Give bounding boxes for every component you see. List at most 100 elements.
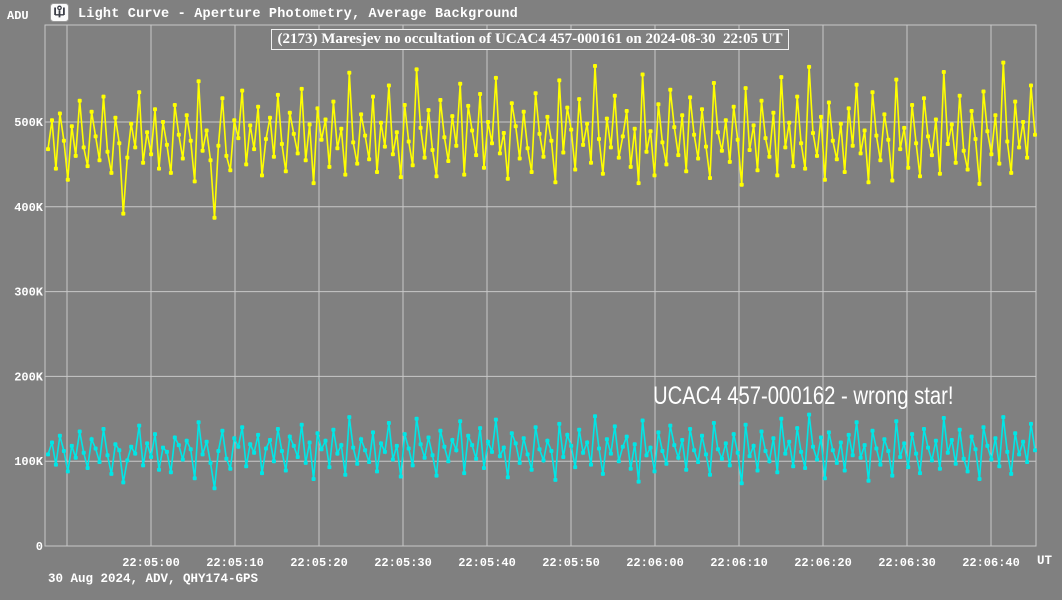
data-point bbox=[731, 104, 736, 109]
data-point bbox=[608, 145, 613, 150]
data-point bbox=[929, 458, 934, 463]
data-point bbox=[228, 168, 233, 173]
data-point bbox=[743, 422, 748, 427]
data-point bbox=[335, 451, 340, 456]
data-point bbox=[482, 165, 486, 170]
data-point bbox=[454, 448, 459, 453]
data-point bbox=[73, 455, 78, 460]
data-point bbox=[50, 118, 54, 123]
data-point bbox=[149, 455, 154, 459]
data-point bbox=[81, 450, 86, 455]
data-point bbox=[161, 120, 165, 124]
data-point bbox=[244, 162, 249, 167]
data-point bbox=[557, 78, 562, 83]
data-point bbox=[834, 460, 839, 465]
data-point bbox=[929, 153, 934, 158]
data-point bbox=[398, 175, 403, 180]
data-point bbox=[811, 444, 815, 449]
data-point bbox=[933, 117, 938, 122]
data-point bbox=[513, 124, 518, 129]
data-point bbox=[727, 159, 732, 164]
data-point bbox=[61, 138, 66, 143]
data-point bbox=[739, 182, 744, 187]
y-tick-label: 0 bbox=[36, 540, 43, 554]
data-point bbox=[597, 137, 601, 141]
data-point bbox=[105, 453, 110, 458]
data-point bbox=[688, 427, 693, 431]
data-point bbox=[949, 438, 954, 442]
data-point bbox=[850, 453, 855, 458]
data-point bbox=[604, 116, 609, 121]
data-point bbox=[1005, 449, 1010, 454]
data-point bbox=[957, 427, 962, 432]
data-point bbox=[997, 464, 1002, 469]
data-point bbox=[549, 138, 554, 143]
data-point bbox=[791, 164, 796, 169]
data-point bbox=[236, 136, 241, 141]
data-point bbox=[771, 110, 776, 115]
y-axis-unit-label: ADU bbox=[7, 9, 29, 23]
y-tick-label: 400K bbox=[14, 201, 44, 215]
data-point bbox=[965, 469, 970, 474]
y-tick-label: 500K bbox=[14, 116, 44, 130]
data-point bbox=[585, 121, 590, 126]
data-point bbox=[652, 469, 657, 474]
data-point bbox=[826, 100, 831, 105]
data-point bbox=[410, 163, 415, 168]
data-point bbox=[212, 215, 217, 220]
data-point bbox=[593, 414, 597, 419]
data-point bbox=[775, 173, 780, 178]
data-point bbox=[236, 444, 241, 449]
data-point bbox=[414, 416, 419, 421]
data-point bbox=[224, 456, 229, 461]
data-point bbox=[672, 443, 677, 448]
data-point bbox=[961, 148, 966, 153]
data-point bbox=[200, 148, 205, 153]
data-point bbox=[743, 86, 748, 91]
data-point bbox=[355, 161, 360, 166]
data-point bbox=[898, 147, 903, 152]
data-point bbox=[787, 439, 792, 444]
data-point bbox=[232, 436, 237, 441]
data-point bbox=[371, 94, 375, 99]
data-point bbox=[367, 157, 372, 162]
data-point bbox=[981, 89, 986, 94]
data-point bbox=[268, 438, 272, 442]
data-point bbox=[133, 145, 138, 150]
data-point bbox=[208, 460, 213, 465]
data-point bbox=[902, 441, 907, 446]
data-point bbox=[715, 447, 720, 452]
data-point bbox=[57, 111, 62, 116]
data-point bbox=[648, 129, 653, 134]
axis-labels: 22:05:00 22:05:10 22:05:20 22:05:30 22:05:40… bbox=[14, 116, 1020, 570]
data-point bbox=[442, 444, 447, 449]
data-point bbox=[97, 460, 102, 464]
data-point bbox=[660, 140, 665, 145]
data-point bbox=[363, 448, 368, 453]
data-point bbox=[137, 423, 142, 428]
data-point bbox=[723, 441, 728, 446]
data-point bbox=[751, 123, 756, 128]
data-point bbox=[252, 147, 257, 152]
data-point bbox=[149, 152, 154, 157]
data-point bbox=[85, 466, 90, 470]
data-point bbox=[256, 104, 261, 109]
data-point bbox=[192, 476, 197, 481]
data-point bbox=[1009, 471, 1014, 476]
data-point bbox=[442, 135, 447, 140]
data-point bbox=[910, 432, 915, 437]
data-point bbox=[212, 486, 217, 491]
data-point bbox=[846, 432, 851, 437]
data-point bbox=[759, 429, 764, 434]
data-point bbox=[803, 166, 808, 171]
data-point bbox=[668, 87, 673, 92]
x-tick-label: 22:05:40 bbox=[458, 556, 516, 570]
data-point bbox=[993, 436, 998, 441]
data-point bbox=[922, 96, 926, 101]
x-tick-label: 22:06:30 bbox=[878, 556, 936, 570]
data-point bbox=[953, 160, 958, 165]
data-point bbox=[989, 152, 994, 157]
data-point bbox=[307, 122, 312, 127]
data-point bbox=[430, 148, 435, 152]
